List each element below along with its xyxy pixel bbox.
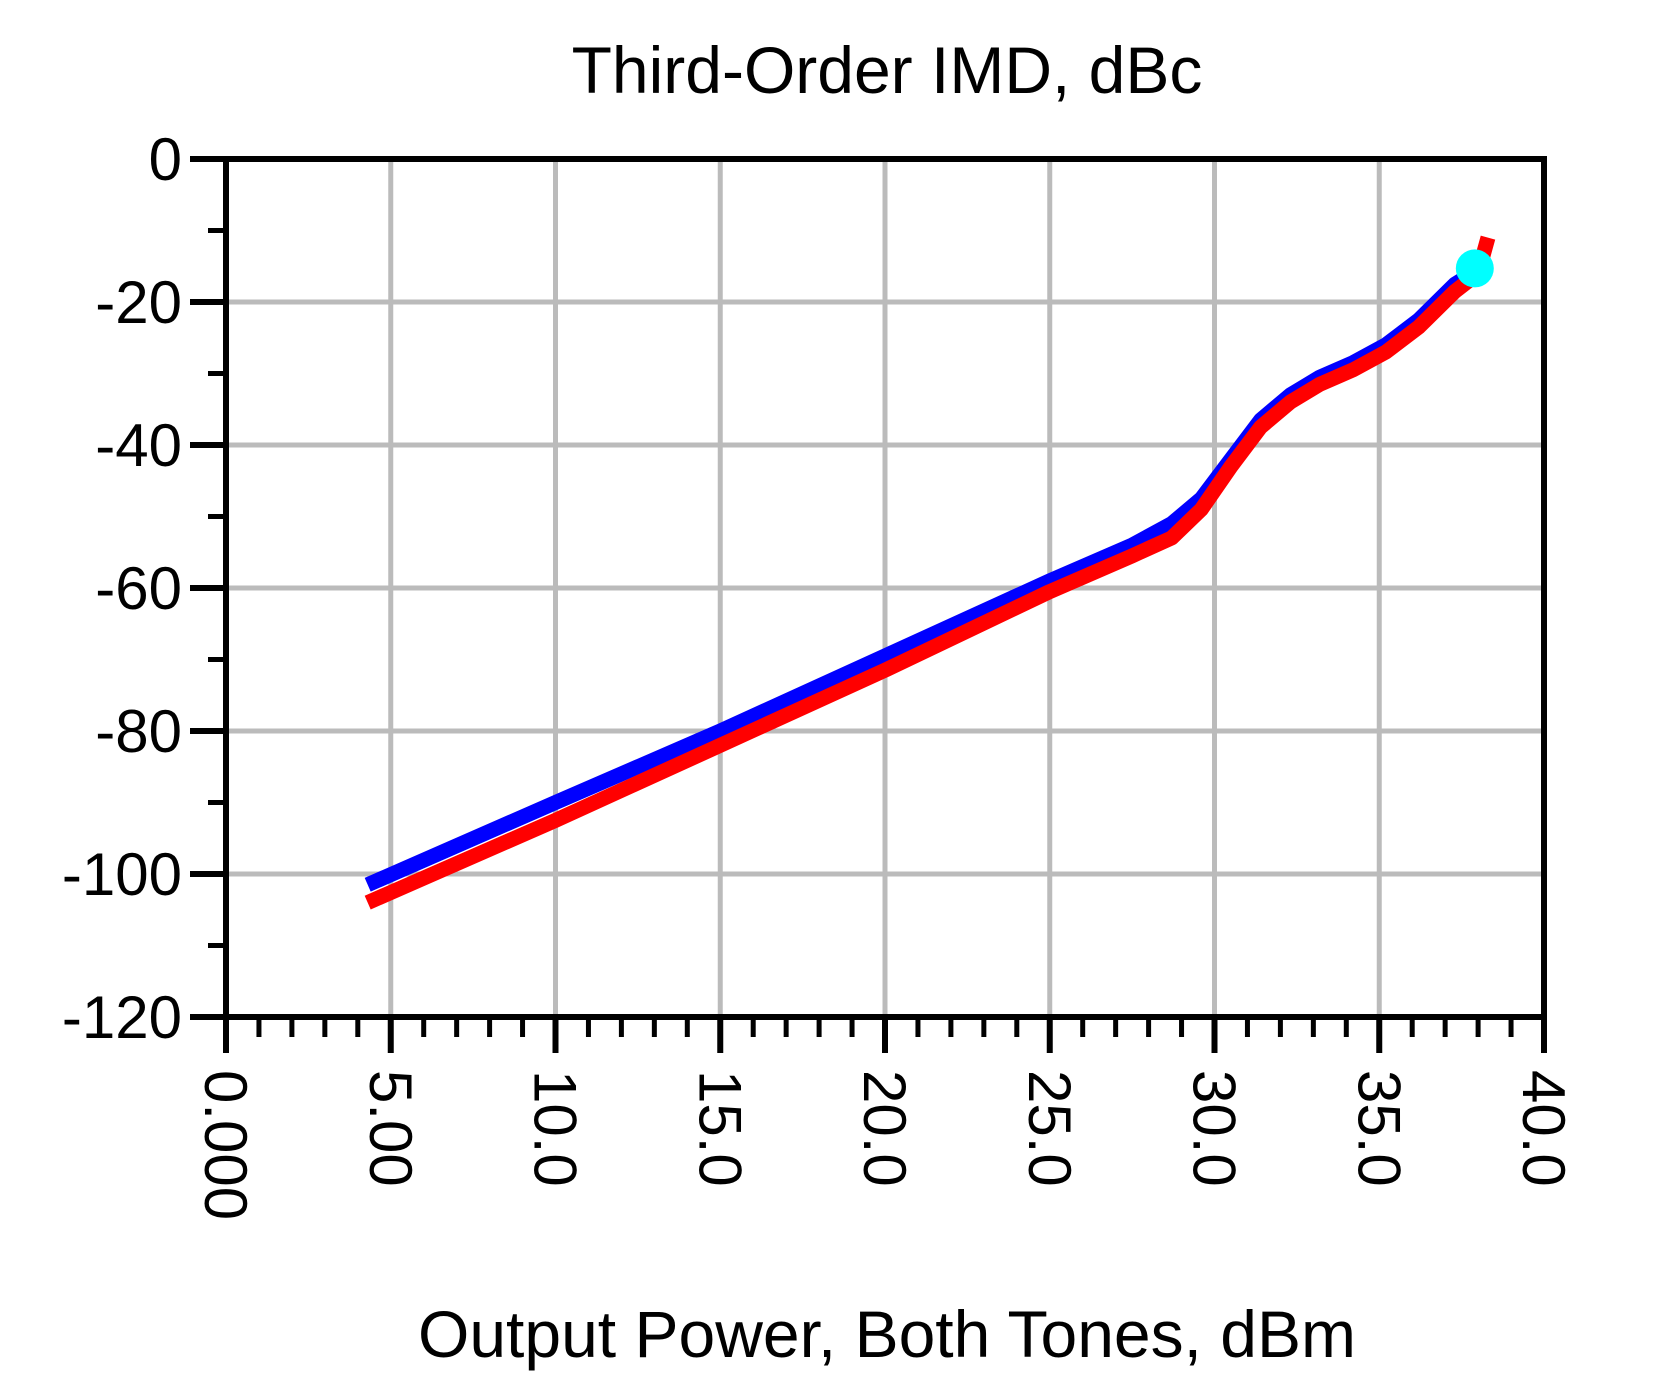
x-axis-label: Output Power, Both Tones, dBm [418,1297,1356,1371]
y-tick-label: -120 [62,984,182,1051]
x-tick-label: 0.000 [192,1070,259,1220]
series-group [364,235,1496,910]
x-tick-label: 25.0 [1016,1070,1083,1187]
y-tick-label: -20 [95,269,182,336]
x-tick-labels: 0.000 5.00 10.0 15.0 20.0 25.0 30.0 35.0 40.0 [192,1070,1577,1220]
x-tick-label: 35.0 [1345,1070,1412,1187]
grid [226,159,1544,1017]
y-tick-label: -100 [62,841,182,908]
x-tick-label: 5.00 [357,1070,424,1187]
x-tick-label: 10.0 [522,1070,589,1187]
y-tick-label: 0 [149,126,182,193]
marker-point [1455,249,1494,288]
x-tick-label: 40.0 [1510,1070,1577,1187]
chart-title: Third-Order IMD, dBc [572,33,1203,107]
y-tick-label: -60 [95,555,182,622]
x-tick-label: 30.0 [1181,1070,1248,1187]
y-tick-label: -80 [95,698,182,765]
series-line-1 [364,263,1483,892]
y-tick-label: -40 [95,412,182,479]
x-tick-label: 20.0 [851,1070,918,1187]
y-tick-labels: 0 -20 -40 -60 -80 -100 -120 [62,126,182,1051]
plot-frame [223,156,1547,1020]
x-tick-label: 15.0 [686,1070,753,1187]
series-line-2 [364,235,1496,910]
